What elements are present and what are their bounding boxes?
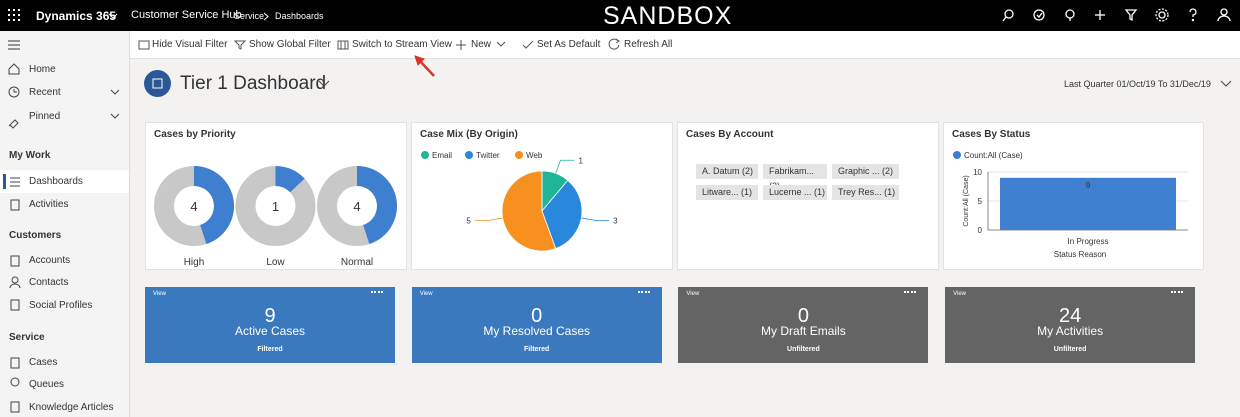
tile-filter: Unfiltered bbox=[1053, 346, 1087, 353]
chart-card: Case Mix (By Origin) bbox=[411, 122, 673, 270]
breadcrumb[interactable]: Dashboards bbox=[275, 11, 324, 21]
nav-item[interactable]: Contacts bbox=[29, 277, 69, 288]
dashboard-title[interactable]: Tier 1 Dashboard bbox=[180, 73, 327, 94]
nav-item[interactable]: Queues bbox=[29, 379, 65, 390]
icon bbox=[522, 40, 534, 49]
nav-item[interactable]: Social Profiles bbox=[29, 300, 93, 311]
chevron-icon[interactable] bbox=[108, 12, 118, 20]
account-tag[interactable]: Fabrikam... (2) bbox=[763, 164, 827, 191]
nav-item[interactable]: Recent bbox=[29, 87, 61, 98]
app-name[interactable]: Dynamics 365 bbox=[36, 9, 117, 23]
nav-selected-bar bbox=[3, 174, 6, 189]
tile-filter: Filtered bbox=[257, 346, 283, 353]
nav-item[interactable]: Knowledge Articles bbox=[29, 402, 114, 413]
sidebar: Home Recent Pinned My Work Dashboards Ac… bbox=[0, 31, 130, 417]
nav-item[interactable]: Pinned bbox=[29, 111, 61, 122]
tile-more-button[interactable] bbox=[371, 291, 383, 296]
card-title: Cases By Status bbox=[952, 129, 1031, 140]
tile-count: 0 bbox=[531, 305, 543, 327]
tile-count: 24 bbox=[1058, 305, 1082, 327]
tile-label: My Resolved Cases bbox=[483, 324, 591, 338]
account-tag[interactable]: A. Datum (2) bbox=[696, 164, 758, 179]
tile-label: My Activities bbox=[1037, 324, 1104, 338]
command-button[interactable]: Show Global Filter bbox=[249, 39, 331, 50]
tile-view-link[interactable]: View bbox=[686, 291, 700, 297]
annotation-arrow bbox=[414, 55, 435, 77]
command-button[interactable]: Set As Default bbox=[537, 39, 601, 50]
nav-icons bbox=[10, 177, 20, 211]
nav-item[interactable]: Activities bbox=[29, 199, 69, 210]
chevron-icon[interactable] bbox=[110, 113, 120, 121]
date-range[interactable]: Last Quarter 01/Oct/19 To 31/Dec/19 bbox=[1064, 79, 1211, 89]
breadcrumb[interactable]: Service bbox=[234, 11, 265, 21]
icon bbox=[337, 40, 349, 50]
nav-item[interactable]: Dashboards bbox=[29, 176, 83, 187]
card-title: Cases by Priority bbox=[154, 129, 236, 140]
tile-label: Active Cases bbox=[234, 324, 306, 338]
icon bbox=[138, 40, 150, 50]
command-button[interactable]: Refresh All bbox=[624, 39, 673, 50]
account-tag[interactable]: Lucerne ... (1) bbox=[763, 185, 827, 200]
icon bbox=[234, 40, 246, 50]
nav-item[interactable]: Cases bbox=[29, 357, 58, 368]
icon bbox=[456, 40, 466, 50]
chevron-icon[interactable] bbox=[1220, 80, 1232, 88]
tile-filter: Unfiltered bbox=[787, 346, 820, 353]
command-bar: Hide Visual Filter Show Global Filter Sw… bbox=[130, 31, 1240, 59]
nav-group-title: Customers bbox=[9, 230, 62, 241]
nav-item[interactable]: Accounts bbox=[29, 255, 71, 266]
tile-count: 9 bbox=[264, 305, 276, 327]
icon bbox=[608, 38, 620, 50]
tile-view-link[interactable]: View bbox=[953, 291, 966, 297]
tile-view-link[interactable]: View bbox=[153, 291, 166, 297]
chart-card: Cases by Priority bbox=[145, 122, 407, 270]
top-icons[interactable] bbox=[995, 6, 1235, 26]
top-bar: Dynamics 365 Customer Service Hub Servic… bbox=[0, 0, 1240, 31]
nav-item[interactable]: Home bbox=[29, 64, 56, 75]
command-button[interactable]: Hide Visual Filter bbox=[152, 39, 228, 50]
nav-group-title: My Work bbox=[9, 150, 51, 161]
chevron-icon[interactable] bbox=[496, 41, 506, 49]
nav-icons bbox=[10, 357, 20, 413]
hamburger-icon[interactable] bbox=[8, 40, 20, 50]
tile-more-button[interactable] bbox=[904, 291, 917, 296]
account-tag[interactable]: Litware... (1) bbox=[696, 185, 758, 200]
hub-name[interactable]: Customer Service Hub bbox=[131, 9, 242, 21]
nav-icons bbox=[9, 255, 21, 311]
breadcrumb-separator bbox=[263, 12, 269, 21]
waffle-icon[interactable] bbox=[8, 9, 20, 21]
account-tag[interactable]: Trey Res... (1) bbox=[832, 185, 899, 200]
chart-card: Cases By Status bbox=[943, 122, 1204, 270]
tile-filter: Filtered bbox=[524, 346, 550, 353]
environment-label: SANDBOX bbox=[603, 2, 733, 30]
tile-more-button[interactable] bbox=[637, 291, 650, 296]
dashboard-icon bbox=[144, 70, 171, 97]
card-title: Cases By Account bbox=[686, 129, 774, 140]
stream-tile[interactable]: View 24 My Activities Unfiltered bbox=[945, 287, 1196, 363]
tile-more-button[interactable] bbox=[1171, 291, 1184, 296]
stream-tile[interactable]: View 0 My Resolved Cases Filtered bbox=[411, 287, 662, 363]
nav-group-title: Service bbox=[9, 332, 45, 343]
nav-icons bbox=[8, 63, 20, 129]
stream-tile[interactable]: View 0 My Draft Emails Unfiltered bbox=[678, 287, 929, 363]
chevron-icon[interactable] bbox=[318, 80, 330, 88]
card-title: Case Mix (By Origin) bbox=[420, 129, 518, 140]
chevron-icon[interactable] bbox=[110, 89, 120, 97]
tile-count: 0 bbox=[797, 305, 809, 327]
command-button[interactable]: Switch to Stream View bbox=[352, 39, 452, 50]
stream-tile[interactable]: View 9 Active Cases Filtered bbox=[145, 287, 395, 363]
account-tag[interactable]: Graphic ... (2) bbox=[832, 164, 899, 179]
command-button[interactable]: New bbox=[471, 39, 492, 50]
tile-label: My Draft Emails bbox=[761, 324, 846, 338]
tile-view-link[interactable]: View bbox=[419, 291, 433, 297]
nav-selected bbox=[0, 170, 129, 193]
